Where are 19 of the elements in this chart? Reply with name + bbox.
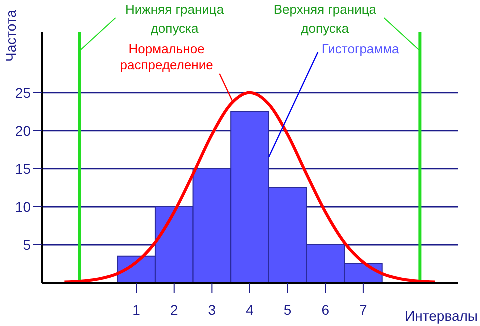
x-tick-label: 5 — [284, 302, 292, 318]
x-tick-label: 2 — [170, 302, 178, 318]
y-tick-label: 15 — [15, 160, 32, 177]
x-tick-label: 1 — [132, 302, 141, 318]
y-tick-label: 10 — [15, 198, 32, 215]
text: Гистограмма — [322, 41, 400, 56]
text: Нормальное распределение — [120, 41, 214, 72]
x-tick-label: 3 — [208, 302, 216, 318]
y-tick-label: 5 — [23, 236, 32, 253]
x-tick-label: 7 — [360, 302, 368, 318]
y-tick-label: 20 — [15, 122, 32, 139]
x-tick-label: 6 — [322, 302, 330, 318]
line-series — [63, 91, 437, 283]
ref-line-label: Верхняя граница допуска — [274, 2, 378, 36]
ref-line-label: Нижняя граница допуска — [126, 2, 225, 36]
y-tick-label: 25 — [15, 84, 32, 101]
x-axis-title: Интервалы — [405, 308, 478, 324]
x-tick-label: 4 — [246, 302, 254, 318]
y-axis-title: Частота — [3, 10, 19, 62]
